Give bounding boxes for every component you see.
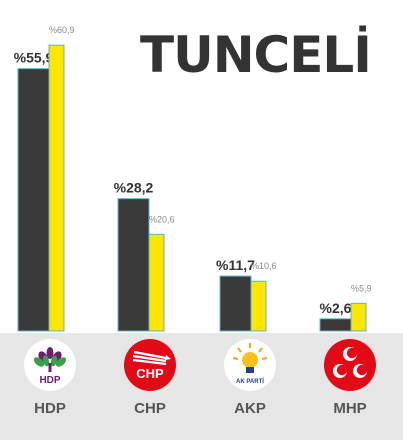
mhp-three-crescents-logo [324,339,376,391]
party-mhp: MHP [300,333,400,440]
value-label-chp-s1: %28,2 [114,180,154,196]
akp-lightbulb-logo: AK PARTİ [224,339,276,391]
hdp-logo-text: HDP [39,375,60,386]
bar-hdp-s1 [17,68,50,332]
bar-chp-s1 [117,198,150,332]
value-label-mhp-s2: %5,9 [351,283,372,293]
akp-logo-text: AK PARTİ [236,378,264,385]
bar-mhp-s1 [319,318,352,332]
chp-six-arrows-logo: CHP [124,339,176,391]
bar-mhp-s2 [350,302,367,332]
bar-hdp-s2 [48,44,65,332]
value-label-hdp-s1: %55,9 [14,50,54,66]
value-label-akp-s1: %11,7 [216,257,255,273]
party-name-mhp: MHP [333,400,367,417]
chp-logo-text: CHP [136,366,164,381]
bar-chp-s2 [148,233,165,332]
bar-chart: %55,9 %60,9 %28,2 %20,6 %11,7%10,6 %2,6 %5,9 [14,25,372,332]
value-label-chp-s2: %20,6 [149,214,175,224]
party-logo-strip: HDP HDP CHP CHP [0,333,403,440]
party-hdp: HDP HDP [0,333,100,440]
value-label-akp-s2: %10,6 [251,261,277,271]
party-akp: AK PARTİ AKP [200,333,300,440]
value-label-hdp-s2: %60,9 [49,25,75,35]
party-chp: CHP CHP [100,333,200,440]
party-name-akp: AKP [234,400,266,417]
value-label-mhp-s1: %2,6 [320,300,352,316]
party-name-hdp: HDP [34,400,66,417]
party-name-chp: CHP [134,400,166,417]
bar-akp-s1 [219,275,252,332]
chart-title: TUNCELİ [140,26,372,84]
bar-akp-s2 [250,280,267,332]
hdp-tree-logo: HDP [24,339,76,391]
